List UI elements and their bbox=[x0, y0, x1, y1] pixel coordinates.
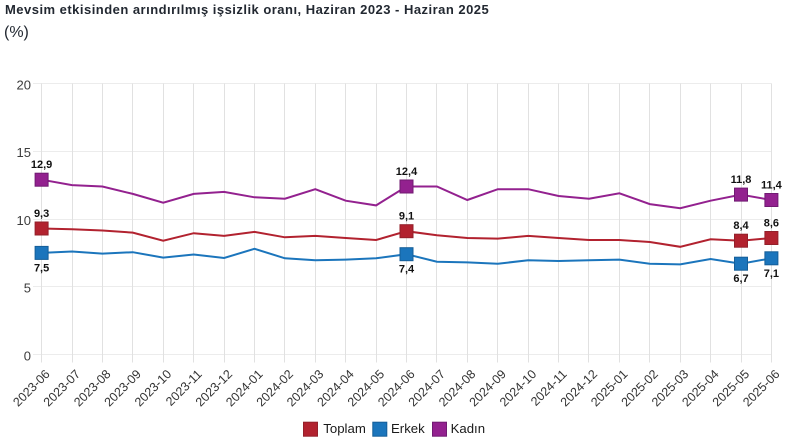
svg-text:20: 20 bbox=[17, 77, 31, 92]
svg-text:10: 10 bbox=[17, 213, 31, 228]
svg-text:8,4: 8,4 bbox=[733, 220, 749, 232]
svg-text:12,9: 12,9 bbox=[31, 159, 52, 171]
svg-text:6,7: 6,7 bbox=[733, 273, 748, 285]
svg-text:7,5: 7,5 bbox=[34, 262, 49, 274]
svg-text:12,4: 12,4 bbox=[396, 166, 418, 178]
svg-text:Kadın: Kadın bbox=[451, 421, 485, 436]
svg-text:8,6: 8,6 bbox=[764, 218, 779, 230]
svg-text:15: 15 bbox=[17, 145, 31, 160]
svg-text:11,4: 11,4 bbox=[761, 180, 783, 192]
svg-text:9,1: 9,1 bbox=[399, 211, 414, 223]
svg-text:5: 5 bbox=[24, 281, 31, 296]
svg-text:Erkek: Erkek bbox=[391, 421, 425, 436]
svg-text:0: 0 bbox=[24, 348, 31, 363]
svg-text:11,8: 11,8 bbox=[731, 174, 752, 186]
svg-text:Toplam: Toplam bbox=[323, 421, 366, 436]
svg-text:7,4: 7,4 bbox=[399, 264, 415, 276]
svg-text:7,1: 7,1 bbox=[764, 268, 779, 280]
svg-text:9,3: 9,3 bbox=[34, 208, 49, 220]
